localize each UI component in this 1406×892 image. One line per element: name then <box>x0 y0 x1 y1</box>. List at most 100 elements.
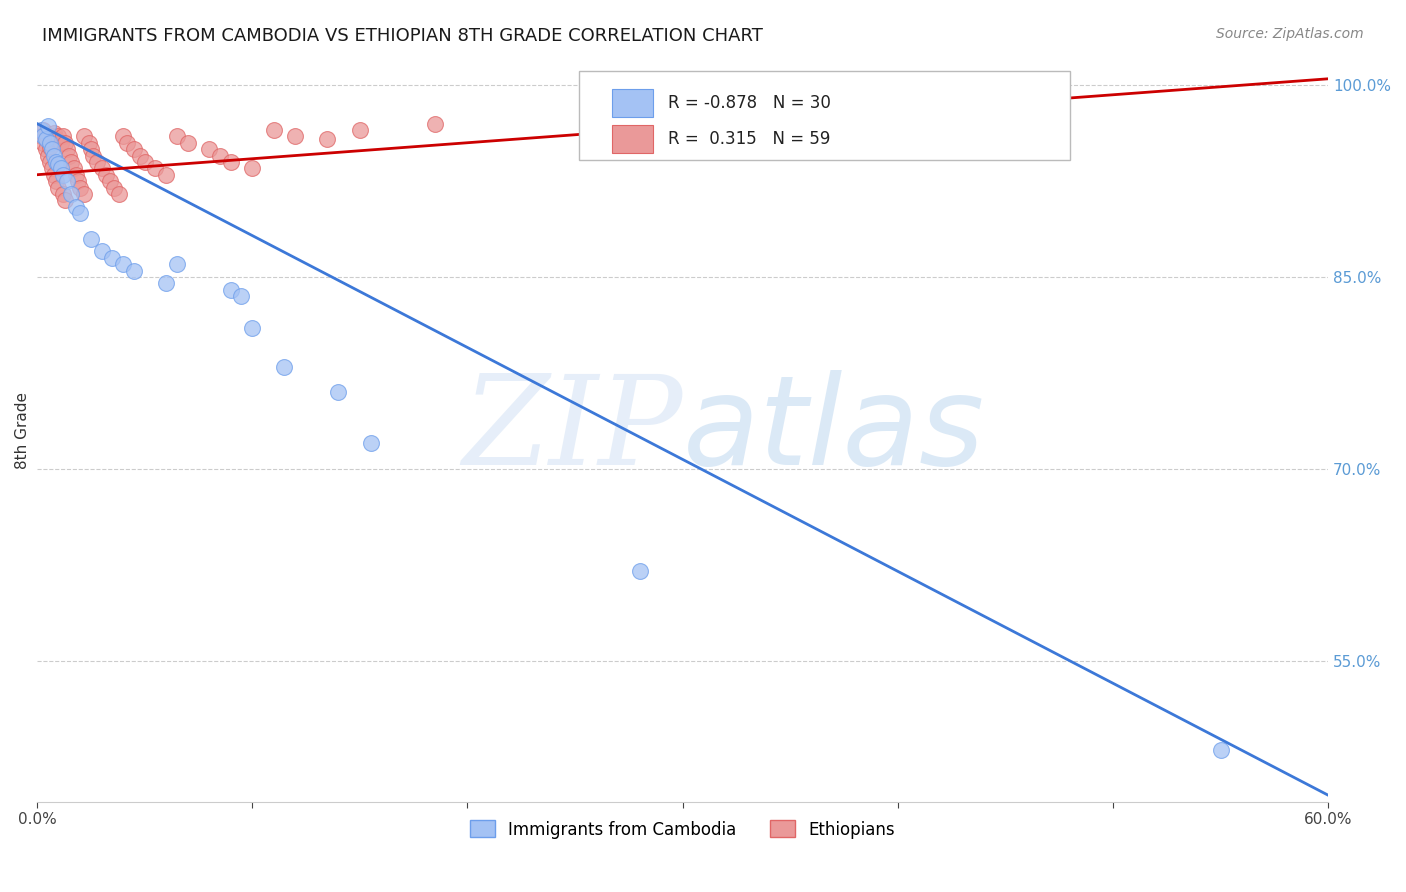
Point <box>32 129 55 144</box>
Point <box>103 180 125 194</box>
Point <box>49 161 72 176</box>
Bar <box>612 88 652 117</box>
Point <box>316 132 339 146</box>
Point <box>155 168 177 182</box>
Point <box>44 126 66 140</box>
Point <box>98 174 121 188</box>
Point <box>86 155 108 169</box>
Point <box>38 139 60 153</box>
Point <box>37 132 59 146</box>
Point <box>80 142 103 156</box>
Point <box>65 168 87 182</box>
Point <box>56 174 79 188</box>
Text: atlas: atlas <box>682 370 984 491</box>
Point <box>273 359 295 374</box>
Point <box>30 123 52 137</box>
Point <box>240 321 263 335</box>
Text: R = -0.878   N = 30: R = -0.878 N = 30 <box>668 94 831 112</box>
Point <box>30 129 52 144</box>
Point <box>122 142 145 156</box>
Point <box>48 129 70 144</box>
Point <box>48 180 70 194</box>
Point <box>66 174 89 188</box>
Point <box>58 148 80 162</box>
Point <box>111 257 134 271</box>
Text: R =  0.315   N = 59: R = 0.315 N = 59 <box>668 130 831 148</box>
Point <box>219 283 242 297</box>
Point <box>69 180 91 194</box>
Point <box>134 155 156 169</box>
Point <box>52 186 75 201</box>
Point <box>360 436 382 450</box>
Point <box>62 161 84 176</box>
Point <box>45 132 67 146</box>
Text: IMMIGRANTS FROM CAMBODIA VS ETHIOPIAN 8TH GRADE CORRELATION CHART: IMMIGRANTS FROM CAMBODIA VS ETHIOPIAN 8T… <box>42 27 763 45</box>
Point <box>34 142 56 156</box>
Point <box>60 186 83 201</box>
Point <box>143 161 166 176</box>
Point <box>155 277 177 291</box>
Point <box>166 129 188 144</box>
Point <box>240 161 263 176</box>
Point <box>41 129 63 144</box>
Point <box>231 289 253 303</box>
Point <box>41 142 63 156</box>
Point <box>328 385 350 400</box>
Point <box>129 148 152 162</box>
Point <box>423 117 446 131</box>
Point <box>53 194 76 208</box>
Point <box>41 161 63 176</box>
Point <box>198 142 221 156</box>
Point <box>166 257 188 271</box>
Point <box>208 148 231 162</box>
Point <box>90 244 112 259</box>
Point <box>1209 743 1232 757</box>
Point <box>44 168 66 182</box>
Point <box>111 129 134 144</box>
Point <box>107 186 129 201</box>
Point <box>60 155 83 169</box>
Point <box>65 200 87 214</box>
Point <box>117 136 139 150</box>
Point <box>37 148 59 162</box>
Point <box>34 127 56 141</box>
Point <box>45 155 67 169</box>
Point <box>101 251 124 265</box>
Point <box>52 129 75 144</box>
Point <box>38 136 60 150</box>
Point <box>49 136 72 150</box>
Point <box>45 174 67 188</box>
Text: ZIP: ZIP <box>463 370 682 491</box>
Point <box>77 136 100 150</box>
Legend: Immigrants from Cambodia, Ethiopians: Immigrants from Cambodia, Ethiopians <box>464 814 901 846</box>
Point <box>38 155 60 169</box>
Point <box>284 129 307 144</box>
Point <box>219 155 242 169</box>
Point <box>90 161 112 176</box>
Point <box>32 123 55 137</box>
Point <box>94 168 117 182</box>
Point <box>69 206 91 220</box>
Point <box>56 142 79 156</box>
Point <box>52 168 75 182</box>
Point <box>32 136 55 150</box>
Point <box>176 136 198 150</box>
Point <box>80 232 103 246</box>
Point <box>628 110 651 124</box>
Point <box>349 123 371 137</box>
Point <box>82 148 104 162</box>
Bar <box>612 125 652 153</box>
Point <box>73 186 96 201</box>
Point <box>628 564 651 578</box>
Point <box>53 136 76 150</box>
Y-axis label: 8th Grade: 8th Grade <box>15 392 30 469</box>
Point <box>44 148 66 162</box>
Text: Source: ZipAtlas.com: Source: ZipAtlas.com <box>1216 27 1364 41</box>
Point <box>73 129 96 144</box>
Point <box>37 119 59 133</box>
Point <box>122 263 145 277</box>
FancyBboxPatch shape <box>579 70 1070 160</box>
Point <box>263 123 285 137</box>
Point <box>48 157 70 171</box>
Point <box>34 132 56 146</box>
